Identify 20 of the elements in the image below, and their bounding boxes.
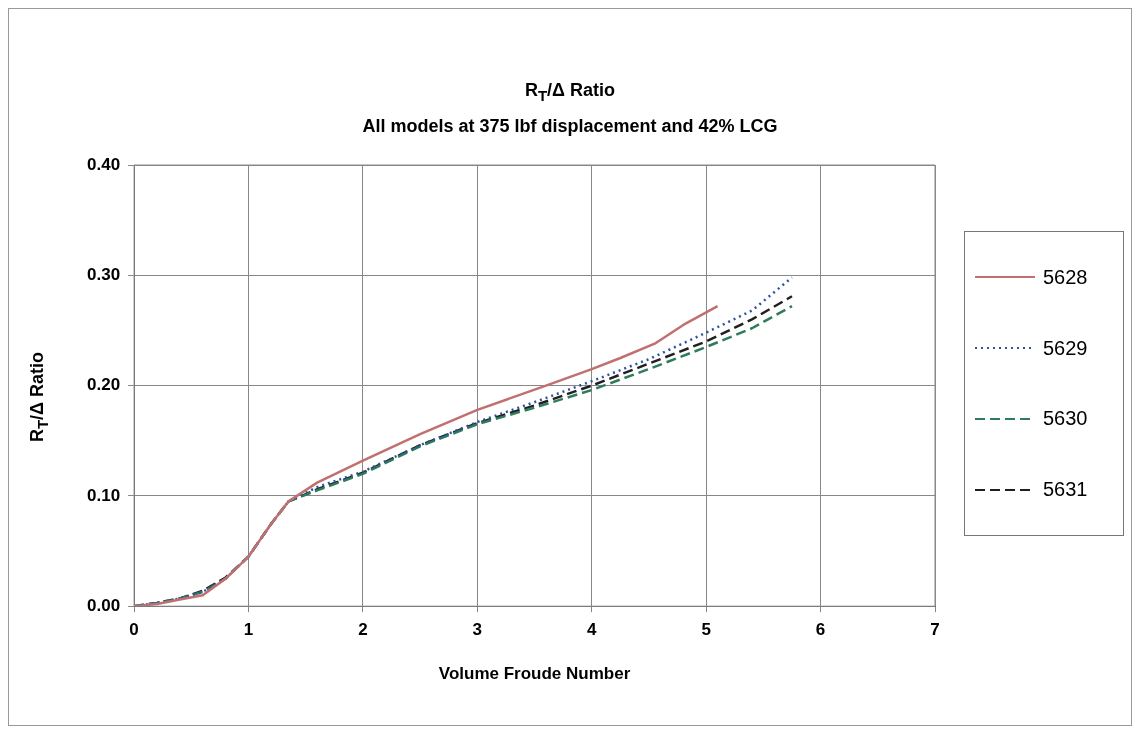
x-tick-label: 6 [815, 620, 826, 640]
y-tick-label: 0.20 [86, 375, 121, 395]
x-tick-label: 0 [129, 620, 139, 640]
legend-label: 5631 [1043, 478, 1088, 502]
x-tick-label: 4 [587, 620, 598, 640]
x-tick-label: 2 [358, 620, 368, 640]
legend-label: 5630 [1043, 407, 1088, 431]
y-tick-label: 0.00 [86, 595, 121, 615]
x-tick-label: 3 [472, 620, 483, 640]
x-axis-title: Volume Froude Number [438, 664, 631, 684]
x-tick-label: 5 [701, 620, 711, 640]
chart-subtitle: All models at 375 lbf displacement and 42% LCG [361, 114, 779, 138]
x-tick-label: 1 [243, 620, 254, 640]
legend-label: 5629 [1043, 336, 1088, 360]
y-tick-label: 0.40 [86, 154, 121, 174]
legend-label: 5628 [1043, 265, 1088, 289]
y-tick-label: 0.30 [86, 264, 121, 284]
y-tick-label: 0.10 [86, 485, 121, 505]
chart-title: R$_{T}$/Δ Ratio [523, 79, 617, 106]
x-tick-label: 7 [930, 620, 940, 640]
